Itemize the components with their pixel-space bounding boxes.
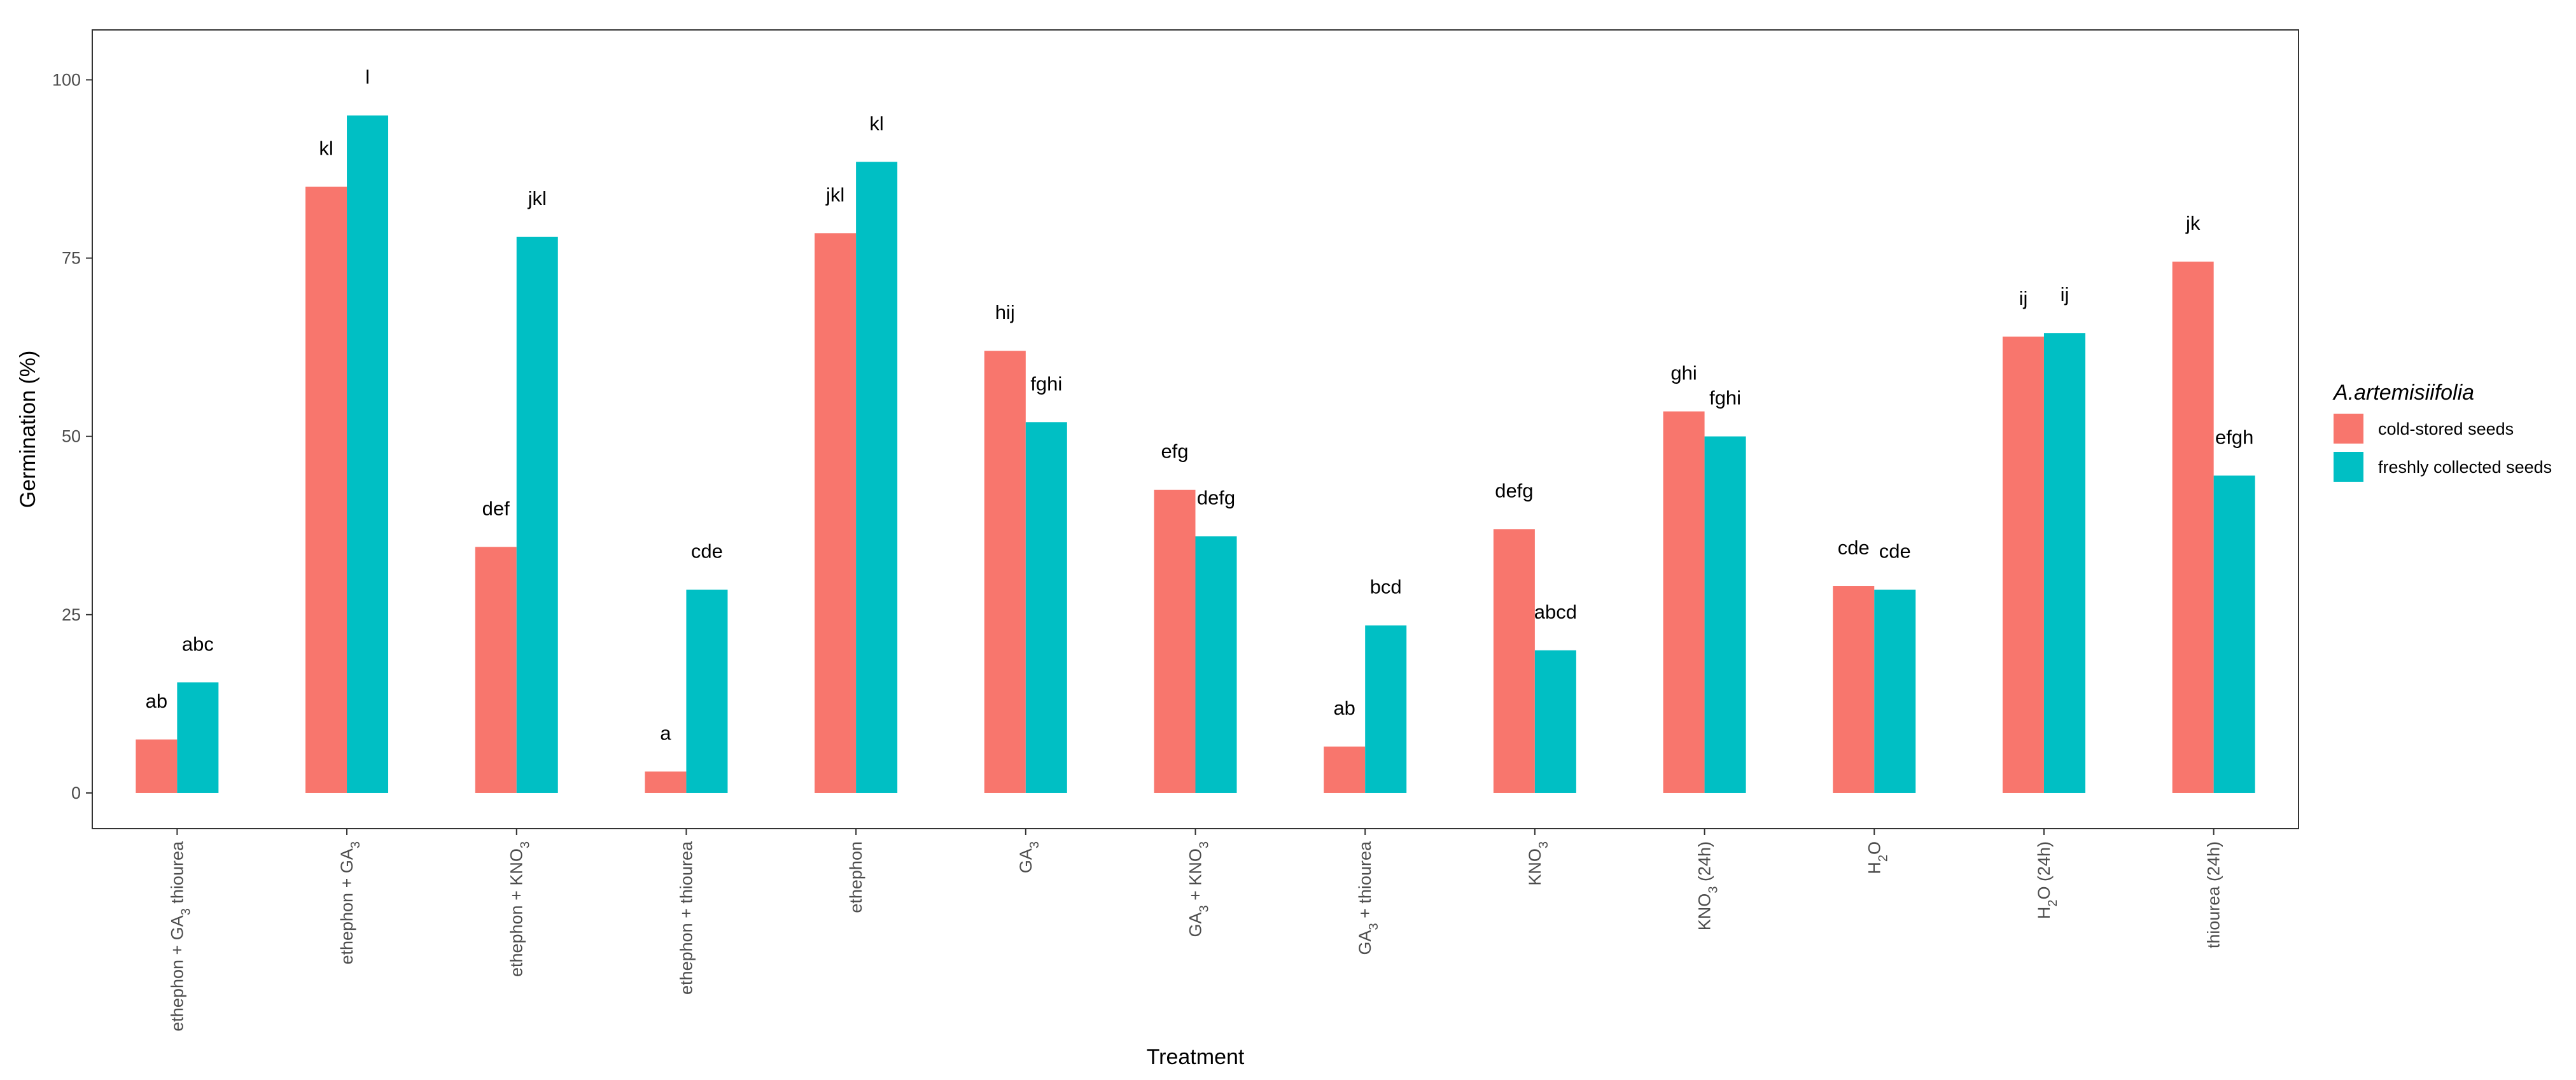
x-axis: ethephon + GA3 thiourea ethephon + GA3 eth… <box>167 829 2223 1032</box>
x-tick-label-h2o-24h: H2O (24h) <box>2034 841 2060 919</box>
significance-label: ghi <box>1670 361 1697 384</box>
x-tick-label-ethephon-ga3-thiourea: ethephon + GA3 thiourea <box>167 841 193 1032</box>
significance-label: ab <box>1333 697 1355 719</box>
bar-cold-stored-seeds-kno3 <box>1493 529 1535 793</box>
significance-label: kl <box>319 137 333 160</box>
significance-label: hij <box>995 301 1015 323</box>
significance-label: l <box>365 66 370 88</box>
bar-cold-stored-seeds-h2o <box>1833 586 1875 793</box>
bar-cold-stored-seeds-ethephon-thiourea <box>645 771 687 793</box>
significance-label: def <box>482 497 510 519</box>
bar-freshly-collected-seeds-ethephon-kno3 <box>516 236 558 793</box>
x-tick-label-ethephon: ethephon <box>846 841 865 913</box>
bar-cold-stored-seeds-ethephon <box>815 233 857 793</box>
significance-label: a <box>660 722 671 744</box>
significance-label: ij <box>2019 287 2028 309</box>
x-axis-title: Treatment <box>1147 1045 1245 1069</box>
significance-label: abcd <box>1534 601 1577 623</box>
bar-cold-stored-seeds-ga3 <box>984 351 1026 793</box>
x-tick-label-kno3-24h: KNO3 (24h) <box>1695 841 1721 930</box>
significance-label: cde <box>1879 540 1911 563</box>
significance-label: efgh <box>2215 426 2253 448</box>
bar-cold-stored-seeds-thiourea-24h <box>2172 262 2214 793</box>
bar-freshly-collected-seeds-kno3-24h <box>1704 436 1746 793</box>
significance-label: kl <box>869 112 883 134</box>
x-tick-label-ga3: GA3 <box>1016 841 1042 873</box>
bar-cold-stored-seeds-ethephon-ga3-thiourea <box>136 739 178 793</box>
bar-freshly-collected-seeds-ga3-thiourea <box>1365 625 1407 793</box>
significance-label: abc <box>182 633 214 655</box>
bar-freshly-collected-seeds-ga3-kno3 <box>1195 536 1237 793</box>
x-tick-label-ga3-thiourea: GA3 + thiourea <box>1355 841 1381 955</box>
bar-cold-stored-seeds-ethephon-ga3 <box>305 186 347 793</box>
significance-label: fghi <box>1030 372 1062 395</box>
bar-cold-stored-seeds-h2o-24h <box>2002 336 2044 793</box>
legend: A.artemisiifolia cold-stored seeds freshly… <box>2332 381 2552 482</box>
significance-label: cde <box>691 540 723 563</box>
y-tick-label: 50 <box>62 427 81 446</box>
bar-freshly-collected-seeds-thiourea-24h <box>2213 475 2255 793</box>
x-tick-label-h2o: H2O <box>1865 841 1890 874</box>
bar-freshly-collected-seeds-ethephon-ga3-thiourea <box>177 682 219 793</box>
legend-swatch-cold-stored-seeds <box>2334 414 2363 444</box>
significance-label: defg <box>1495 479 1533 501</box>
significance-label: cde <box>1838 536 1870 559</box>
x-tick-label-kno3: KNO3 <box>1525 841 1551 886</box>
y-tick-label: 100 <box>52 70 81 89</box>
legend-swatch-freshly-collected-seeds <box>2334 452 2363 482</box>
x-tick-label-thiourea-24h: thiourea (24h) <box>2204 841 2223 948</box>
y-tick-label: 0 <box>71 783 81 803</box>
x-tick-label-ethephon-thiourea: ethephon + thiourea <box>676 841 696 995</box>
significance-label: jkl <box>825 183 844 206</box>
significance-labels-layer: ab abc kl l def jkl a cde jkl kl hij fghi efg defg ab b… <box>146 66 2254 744</box>
bar-freshly-collected-seeds-ethephon-thiourea <box>686 589 728 793</box>
bar-cold-stored-seeds-ga3-kno3 <box>1154 489 1196 793</box>
x-tick-label-ethephon-ga3: ethephon + GA3 <box>337 841 363 965</box>
x-tick-label-ethephon-kno3: ethephon + KNO3 <box>507 841 533 977</box>
significance-label: bcd <box>1370 576 1402 598</box>
legend-title: A.artemisiifolia <box>2332 381 2474 405</box>
y-axis-title: Germination (%) <box>16 351 40 508</box>
significance-label: fghi <box>1709 387 1741 409</box>
bar-cold-stored-seeds-kno3-24h <box>1663 411 1705 793</box>
y-tick-label: 25 <box>62 605 81 624</box>
bar-freshly-collected-seeds-ga3 <box>1025 422 1067 793</box>
x-tick-label-ga3-kno3: GA3 + KNO3 <box>1186 841 1212 937</box>
bar-freshly-collected-seeds-h2o <box>1874 589 1916 793</box>
bar-freshly-collected-seeds-h2o-24h <box>2043 333 2085 793</box>
bars-layer <box>136 115 2255 793</box>
bar-cold-stored-seeds-ga3-thiourea <box>1324 747 1366 793</box>
y-axis: 0 25 50 75 100 <box>52 70 92 803</box>
significance-label: jkl <box>528 187 547 209</box>
legend-label-cold-stored-seeds: cold-stored seeds <box>2378 419 2514 438</box>
bar-freshly-collected-seeds-ethephon-ga3 <box>347 115 389 793</box>
legend-label-freshly-collected-seeds: freshly collected seeds <box>2378 458 2552 477</box>
significance-label: jk <box>2185 212 2201 234</box>
significance-label: ij <box>2061 283 2069 305</box>
bar-freshly-collected-seeds-ethephon <box>856 162 898 793</box>
y-tick-label: 75 <box>62 249 81 268</box>
significance-label: efg <box>1161 440 1188 463</box>
bar-cold-stored-seeds-ethephon-kno3 <box>475 547 517 793</box>
significance-label: defg <box>1197 487 1235 509</box>
significance-label: ab <box>146 690 167 712</box>
bar-freshly-collected-seeds-kno3 <box>1534 650 1576 793</box>
